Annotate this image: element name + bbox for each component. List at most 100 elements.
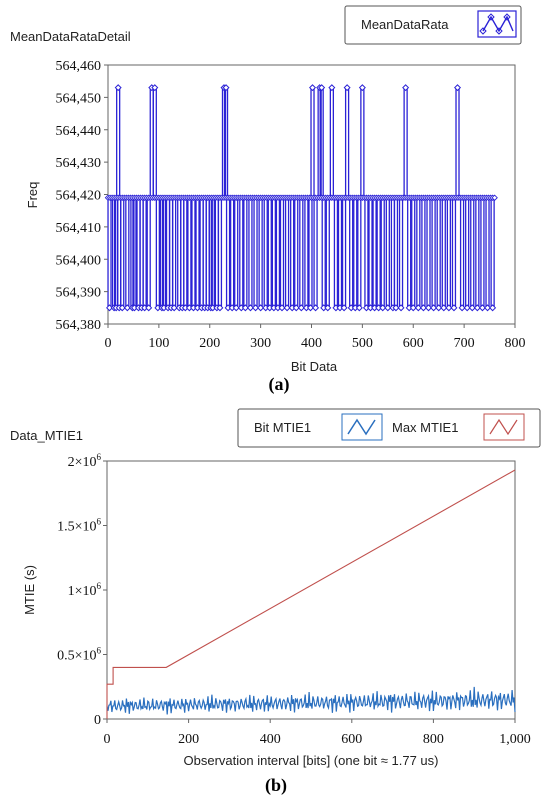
chart-b-x-tick-label: 1,000 (499, 732, 531, 747)
chart-b-legend-swatch-bit-mtie1 (341, 413, 383, 441)
chart-a-data-point (358, 84, 366, 92)
chart-a-data-point (151, 84, 159, 92)
chart-a-y-tick-label: 564,420 (56, 189, 102, 204)
chart-a-x-tick-label: 400 (301, 336, 322, 351)
chart-a-data-point (309, 84, 317, 92)
chart-a-data-point (246, 304, 254, 312)
chart-a-data-point (318, 84, 326, 92)
chart-b-y-tick-label: 0 (94, 713, 101, 728)
chart-a-y-tick-label: 564,460 (56, 59, 102, 74)
chart-a-data-point (440, 304, 448, 312)
chart-b-y-ticks: 0 0.5×106 1×106 1.5×106 2×106 (57, 452, 107, 728)
chart-a-y-tick-label: 564,380 (56, 318, 102, 333)
chart-a-x-tick-label: 300 (250, 336, 271, 351)
chart-a-data-point (491, 194, 498, 201)
chart-a-x-tick-label: 700 (454, 336, 475, 351)
chart-a-y-tick-label: 564,450 (56, 91, 102, 106)
chart-a-data-point (114, 84, 122, 92)
chart-a-caption: (a) (269, 374, 290, 395)
chart-a-data-point (430, 304, 438, 312)
chart-a-data-point (343, 84, 351, 92)
chart-a-data-point (292, 304, 300, 312)
chart-a-data-point (216, 304, 224, 312)
chart-a-data-point (355, 304, 363, 312)
chart-a-y-tick-label: 564,430 (56, 156, 102, 171)
chart-a-x-tick-label: 500 (352, 336, 373, 351)
chart-b-x-ticks: 0 200 400 600 800 1,000 (104, 719, 531, 747)
chart-a-data-point (312, 304, 320, 312)
chart-a-y-tick-label: 564,440 (56, 124, 102, 139)
chart-b-legend-label-bit-mtie1: Bit MTIE1 (254, 420, 311, 435)
chart-b-x-tick-label: 800 (423, 732, 444, 747)
panel-b: Data_MTIE1 Bit MTIE1 Max MTIE1 0 200 400 60… (10, 408, 541, 796)
chart-a-data-point (379, 304, 387, 312)
chart-a-legend-swatch (477, 10, 517, 38)
chart-b-x-tick-label: 400 (260, 732, 281, 747)
chart-a-data-point (445, 304, 453, 312)
chart-a-data-point (278, 304, 286, 312)
chart-a-data-point (425, 304, 433, 312)
chart-a-data-point (106, 304, 114, 312)
chart-b-x-axis-label: Observation interval [bits] (one bit ≈ 1… (184, 753, 439, 768)
chart-a-legend-label: MeanDataRata (361, 17, 449, 32)
chart-a-y-tick-label: 564,400 (56, 253, 102, 268)
chart-a-y-tick-label: 564,410 (56, 221, 102, 236)
chart-a-data-point (252, 304, 260, 312)
chart-a-y-ticks: 564,380 564,390 564,400 564,410 564,420 564,4… (56, 59, 108, 333)
chart-a-data-point (123, 304, 131, 312)
chart-a-data-point (489, 304, 497, 312)
chart-b-caption: (b) (265, 775, 287, 796)
chart-a-y-axis-label: Freq (25, 182, 40, 209)
chart-b-series (106, 469, 516, 719)
chart-a-data-point (392, 304, 400, 312)
chart-b-x-tick-label: 200 (178, 732, 199, 747)
chart-b-y-tick-label: 2×106 (68, 452, 102, 470)
chart-a-legend-box (344, 5, 522, 45)
chart-b-title: Data_MTIE1 (10, 428, 83, 443)
chart-a-series-meandatarata (104, 84, 498, 312)
chart-b-x-tick-label: 600 (341, 732, 362, 747)
chart-b-plot-frame (106, 460, 516, 720)
chart-b-legend-label-max-mtie1: Max MTIE1 (392, 420, 458, 435)
chart-b-y-tick-exponent: 6 (97, 517, 102, 527)
chart-a-data-point (463, 304, 471, 312)
chart-a-data-point (170, 304, 178, 312)
chart-a-data-point (458, 304, 466, 312)
chart-a-data-point (397, 304, 405, 312)
chart-a-x-axis-label: Bit Data (291, 359, 338, 374)
chart-a-data-point (478, 304, 486, 312)
chart-b-y-tick-label: 1×106 (68, 581, 102, 599)
chart-a-x-tick-label: 100 (148, 336, 169, 351)
chart-a-data-point (419, 304, 427, 312)
chart-a-data-point (306, 304, 314, 312)
panel-a: MeanDataRataDetail MeanDataRata 0 100 200 3… (10, 5, 526, 395)
chart-a-data-point (145, 304, 153, 312)
chart-a-data-point (118, 304, 126, 312)
chart-a-x-tick-label: 600 (403, 336, 424, 351)
chart-a-data-point (473, 304, 481, 312)
chart-a-x-tick-label: 200 (199, 336, 220, 351)
chart-a-y-tick-label: 564,390 (56, 286, 102, 301)
chart-b-legend-swatch-max-mtie1 (483, 413, 525, 441)
chart-b-series-max-mtie1 (106, 469, 516, 719)
chart-b-series-bit-mtie1 (106, 686, 516, 715)
chart-a-data-point (409, 304, 417, 312)
chart-a-data-point (340, 304, 348, 312)
chart-a-x-tick-label: 0 (105, 336, 112, 351)
chart-a-data-point (257, 304, 265, 312)
chart-a-data-point (484, 304, 492, 312)
chart-b-y-tick-label: 0.5×106 (57, 646, 101, 664)
chart-a-data-point (450, 304, 458, 312)
chart-a-x-ticks: 0 100 200 300 400 500 600 700 800 (105, 324, 526, 351)
chart-b-y-tick-exponent: 6 (97, 646, 102, 656)
chart-b-y-tick-exponent: 6 (97, 452, 102, 462)
chart-a-data-point (297, 304, 305, 312)
chart-a-data-point (232, 304, 240, 312)
chart-a-data-point (241, 304, 249, 312)
chart-a-data-point (435, 304, 443, 312)
chart-a-data-point (324, 304, 332, 312)
chart-b-y-tick-exponent: 6 (97, 581, 102, 591)
chart-b-x-tick-label: 0 (104, 732, 111, 747)
chart-a-data-point (414, 304, 422, 312)
